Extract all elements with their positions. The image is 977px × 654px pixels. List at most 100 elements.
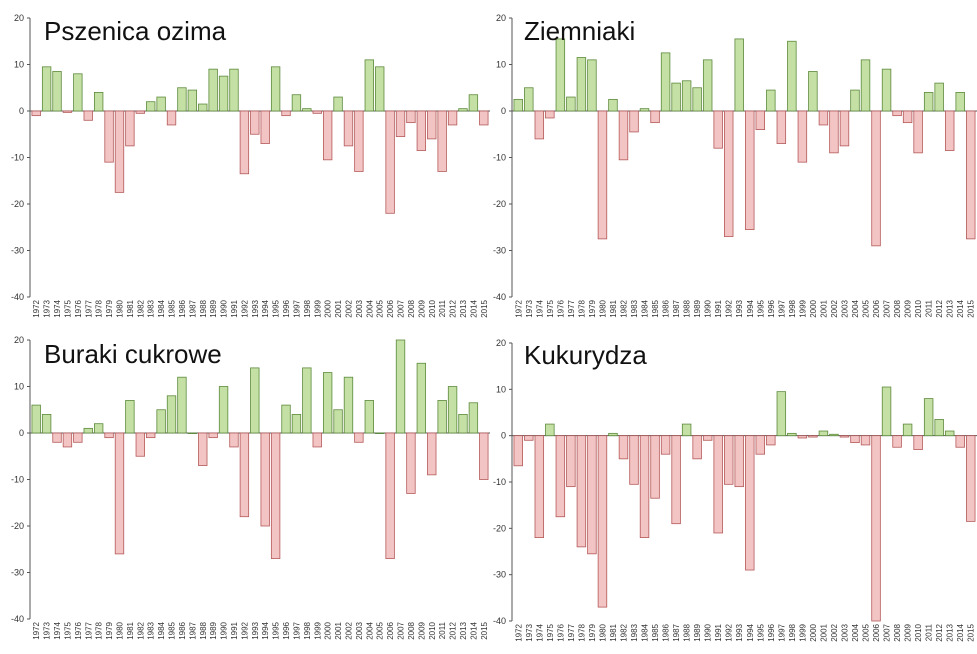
x-tick-label: 1979 <box>588 299 597 317</box>
x-tick-label: 2003 <box>840 299 849 317</box>
x-tick-label: 1992 <box>725 623 734 641</box>
bar-1995 <box>755 435 765 455</box>
bar-1976 <box>555 38 566 112</box>
bar-1992 <box>724 435 734 485</box>
y-tick-label: -30 <box>11 246 24 256</box>
bar-2014 <box>468 402 479 434</box>
bar-2010 <box>427 432 437 476</box>
x-tick-label: 2012 <box>935 299 944 317</box>
bar-2009 <box>902 110 913 124</box>
bar-2012 <box>934 82 944 112</box>
bar-1989 <box>208 68 218 112</box>
bar-2008 <box>892 110 902 117</box>
bar-1997 <box>776 391 787 437</box>
x-tick-label: 1986 <box>178 621 187 639</box>
bar-2014 <box>468 94 479 112</box>
x-tick-label: 2004 <box>365 299 374 317</box>
bar-1979 <box>587 59 597 112</box>
x-tick-label: 1983 <box>630 299 639 317</box>
y-tick-label: 0 <box>19 428 24 438</box>
bar-1990 <box>702 435 713 441</box>
x-tick-label: 1981 <box>609 623 618 641</box>
bar-1972 <box>513 98 523 112</box>
x-tick-label: 1990 <box>704 299 713 317</box>
x-tick-label: 1982 <box>619 623 628 641</box>
x-tick-label: 1996 <box>767 299 776 317</box>
x-tick-label: 1996 <box>282 299 291 317</box>
x-tick-label: 1985 <box>168 299 177 317</box>
bar-1977 <box>566 435 576 488</box>
x-tick-label: 1983 <box>630 623 639 641</box>
bar-2013 <box>458 413 468 434</box>
bar-1979 <box>587 435 597 555</box>
bar-2001 <box>818 430 829 437</box>
bar-2004 <box>364 400 374 434</box>
bar-1984 <box>639 108 650 112</box>
bar-1982 <box>618 110 629 161</box>
bar-1973 <box>524 435 534 441</box>
bar-1987 <box>671 82 681 112</box>
x-tick-label: 1984 <box>641 299 650 317</box>
bar-2002 <box>829 433 839 437</box>
x-tick-label: 1991 <box>230 621 239 639</box>
bar-1986 <box>660 435 671 455</box>
x-tick-label: 2007 <box>883 299 892 317</box>
x-tick-label: 1995 <box>272 621 281 639</box>
x-tick-label: 1990 <box>220 299 229 317</box>
bar-2006 <box>385 110 395 214</box>
bar-1981 <box>608 98 618 112</box>
bar-1978 <box>576 435 587 548</box>
y-tick-label: -40 <box>11 292 24 302</box>
bar-1972 <box>31 404 41 434</box>
x-tick-label: 1994 <box>261 299 270 317</box>
x-tick-label: 1989 <box>693 299 702 317</box>
y-tick-label: -10 <box>11 475 24 485</box>
y-tick-label: -20 <box>493 523 506 533</box>
bar-1985 <box>166 110 177 126</box>
bar-1986 <box>177 376 187 434</box>
x-tick-label: 1976 <box>556 299 565 317</box>
x-tick-label: 1998 <box>788 299 797 317</box>
bar-1996 <box>281 110 291 117</box>
bar-1995 <box>270 66 281 112</box>
x-tick-label: 2001 <box>819 299 828 317</box>
x-tick-label: 1972 <box>514 623 523 641</box>
x-tick-label: 2002 <box>344 299 353 317</box>
x-tick-label: 1987 <box>188 621 197 639</box>
x-tick-label: 1998 <box>788 623 797 641</box>
x-tick-label: 1986 <box>662 299 671 317</box>
x-tick-label: 1992 <box>725 299 734 317</box>
bar-2007 <box>881 68 892 112</box>
bar-1988 <box>681 423 692 437</box>
bar-1990 <box>218 386 229 434</box>
x-tick-label: 2007 <box>397 299 406 317</box>
bar-1986 <box>177 87 187 112</box>
x-tick-label: 1995 <box>272 299 281 317</box>
x-tick-label: 1974 <box>535 623 544 641</box>
bar-1994 <box>260 110 270 144</box>
bar-2004 <box>850 435 860 444</box>
x-tick-label: 2008 <box>893 299 902 317</box>
x-tick-label: 1982 <box>136 621 145 639</box>
x-tick-label: 2015 <box>480 621 489 639</box>
x-tick-label: 1993 <box>735 623 744 641</box>
bar-1994 <box>745 110 755 230</box>
bar-2001 <box>333 96 343 112</box>
x-tick-label: 1989 <box>693 623 702 641</box>
y-tick-label: -40 <box>493 616 506 626</box>
x-tick-label: 1994 <box>746 299 755 317</box>
x-tick-label: 2000 <box>324 299 333 317</box>
bar-1986 <box>660 52 671 112</box>
x-tick-label: 1993 <box>251 299 260 317</box>
bar-1984 <box>156 96 166 112</box>
bar-1989 <box>208 432 218 439</box>
bar-2012 <box>447 110 458 126</box>
x-tick-label: 2002 <box>344 621 353 639</box>
bar-1997 <box>776 110 787 144</box>
bar-1991 <box>713 110 723 149</box>
x-tick-label: 1978 <box>577 623 586 641</box>
bar-2007 <box>395 110 406 137</box>
bar-2009 <box>416 362 427 434</box>
x-tick-label: 1999 <box>798 299 807 317</box>
bar-1984 <box>156 409 166 434</box>
